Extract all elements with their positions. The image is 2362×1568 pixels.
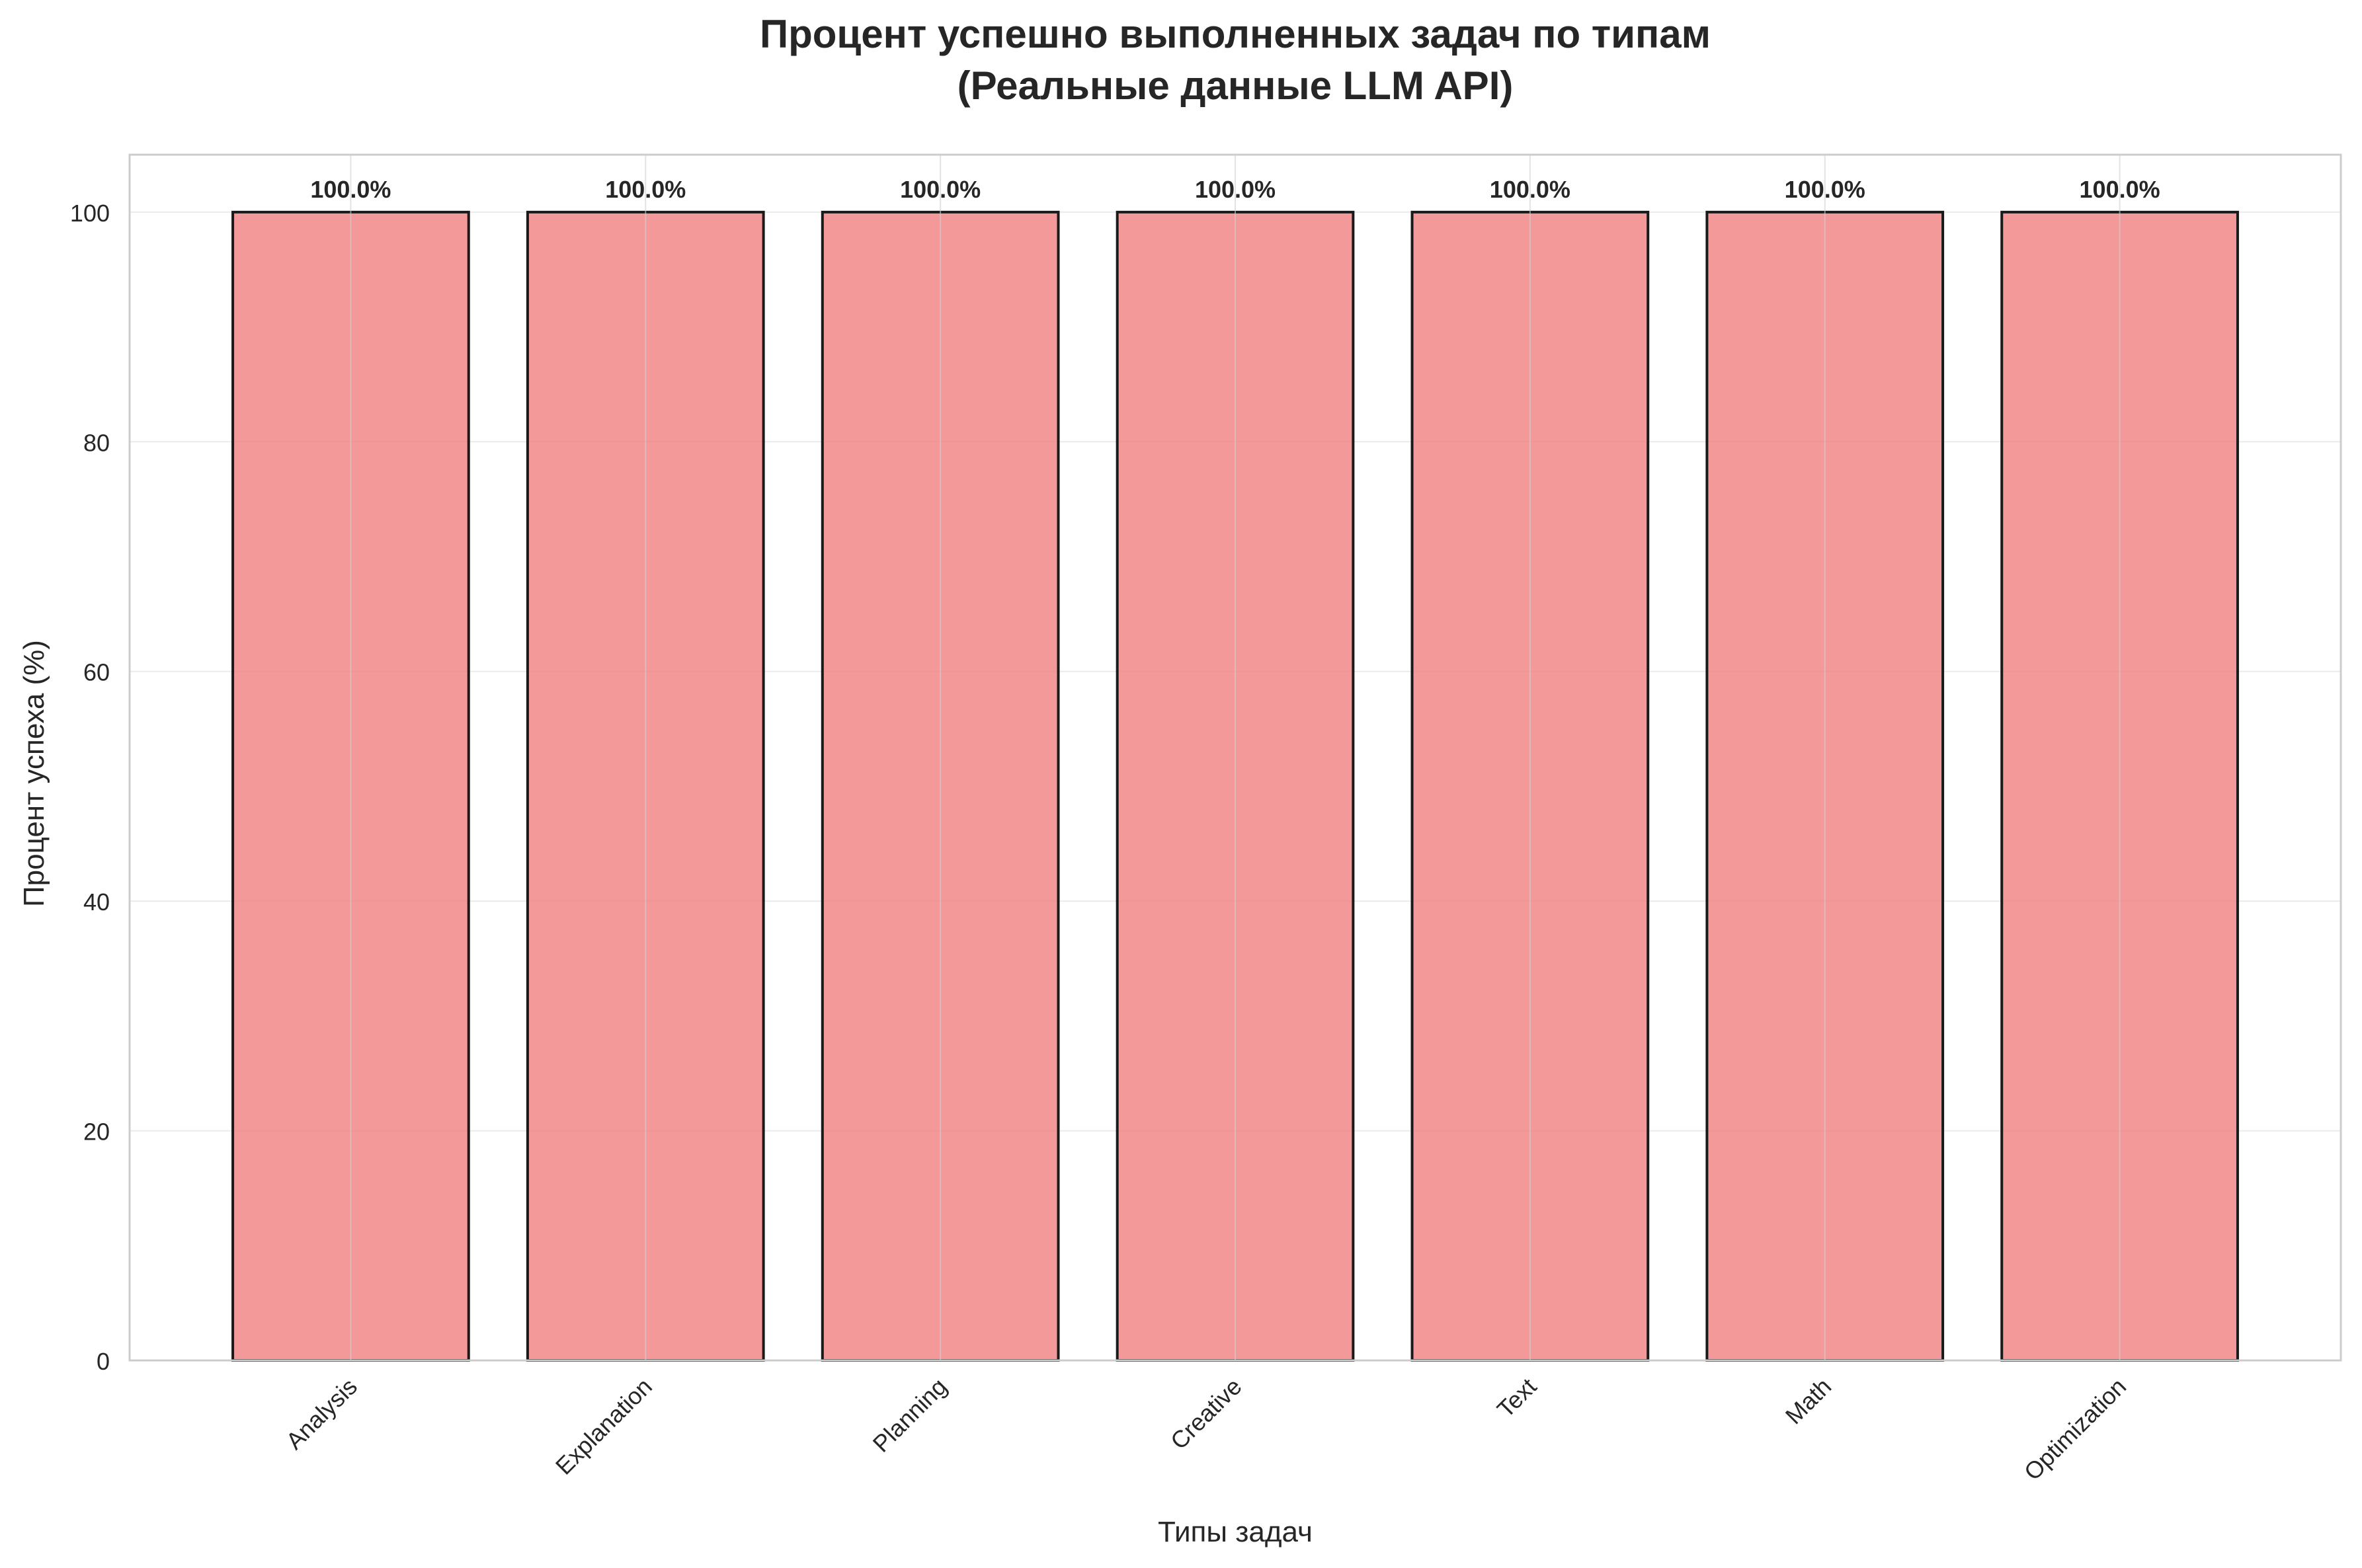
x-axis-label: Типы задач (1158, 1516, 1313, 1548)
y-tick-label: 40 (83, 888, 110, 916)
y-tick-label: 80 (83, 429, 110, 456)
data-label: 100.0% (1195, 176, 1276, 203)
data-label: 100.0% (605, 176, 686, 203)
y-axis-label: Процент успеха (%) (18, 640, 50, 907)
data-label: 100.0% (310, 176, 391, 203)
data-label: 100.0% (1785, 176, 1865, 203)
chart-title-line1: Процент успешно выполненных задач по тип… (760, 12, 1711, 56)
y-tick-label: 0 (97, 1348, 110, 1375)
y-tick-label: 60 (83, 659, 110, 686)
data-label: 100.0% (900, 176, 981, 203)
y-axis-ticks: 0 20 40 60 80 100 (70, 200, 110, 1375)
y-tick-label: 100 (70, 200, 110, 227)
data-labels: 100.0% 100.0% 100.0% 100.0% 100.0% 100.0% 100.… (310, 176, 2160, 203)
data-label: 100.0% (1490, 176, 1570, 203)
y-tick-label: 20 (83, 1118, 110, 1146)
vertical-grid-lines (350, 155, 2121, 1360)
chart-title-line2: (Реальные данные LLM API) (957, 63, 1514, 108)
data-label: 100.0% (2080, 176, 2160, 203)
plot-frame (128, 153, 2342, 1362)
